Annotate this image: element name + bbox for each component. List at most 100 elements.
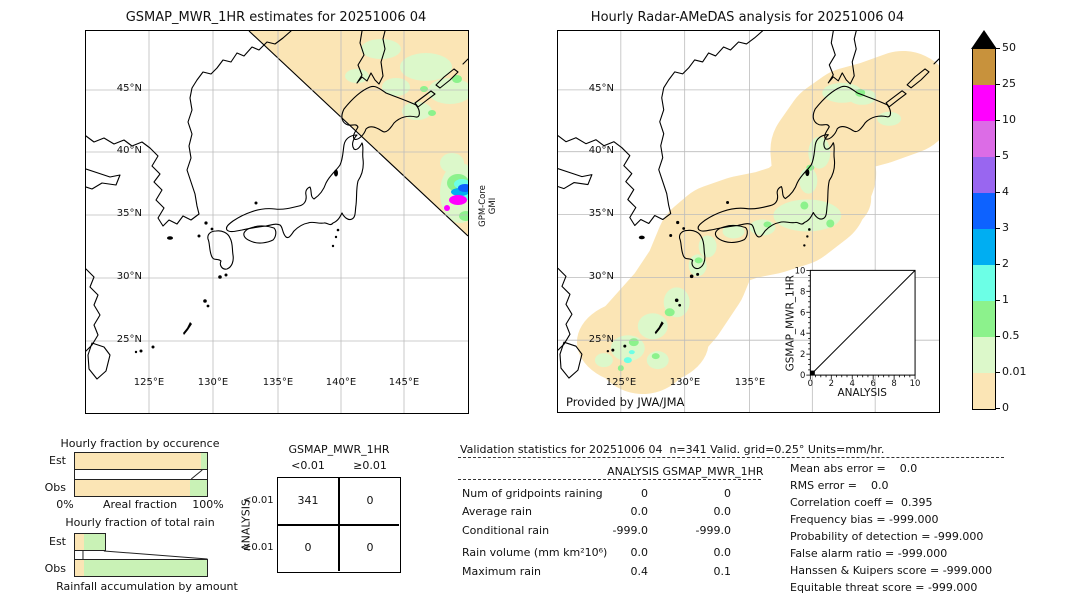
stat-rms-error: RMS error = 0.0 bbox=[790, 479, 889, 492]
inset-identity-line bbox=[809, 270, 916, 376]
contingency-cell-00: 341 bbox=[297, 494, 319, 507]
stat-correlation: Correlation coeff = 0.395 bbox=[790, 496, 933, 509]
right-lon-label-125e: 125°E bbox=[605, 377, 637, 388]
occurrence-axis-max: 100% bbox=[192, 498, 224, 511]
radar-map-svg: 00 2 2 4 4 6 6 8 8 10 10 ANALYSIS GSMAP_MWR_1HR bbox=[558, 31, 939, 412]
colorbar-label: 1 bbox=[1002, 293, 1009, 306]
right-lon-label-130e: 130°E bbox=[669, 377, 701, 388]
contingency-cell-11: 0 bbox=[366, 541, 374, 554]
left-lat-label-45n: 45°N bbox=[116, 83, 142, 94]
inset-x-tick-label: 8 bbox=[891, 378, 896, 388]
validation-row-gsmap: 0.0 bbox=[713, 546, 732, 559]
stat-frequency-bias: Frequency bias = -999.000 bbox=[790, 513, 939, 526]
colorbar-label: 25 bbox=[1002, 77, 1016, 90]
inset-xlabel: ANALYSIS bbox=[838, 387, 888, 399]
colorbar-label: 4 bbox=[1002, 185, 1009, 198]
stat-pod: Probability of detection = -999.000 bbox=[790, 530, 984, 543]
radar-heavier-rain-dots bbox=[623, 350, 635, 364]
left-map-gridlines bbox=[86, 31, 468, 413]
gpm-core-label: GPM-Core bbox=[478, 185, 488, 227]
credit-text: Provided by JWA/JMA bbox=[566, 395, 685, 409]
gsmap-map-svg bbox=[86, 31, 468, 413]
validation-row-analysis: 0.0 bbox=[630, 546, 649, 559]
colorbar-segment bbox=[973, 373, 995, 409]
stat-hanssen-kuipers: Hanssen & Kuipers score = -999.000 bbox=[790, 564, 993, 577]
validation-row-gsmap: -999.0 bbox=[695, 524, 731, 537]
total-rain-est-high-segment bbox=[84, 534, 105, 550]
left-lon-label-135e: 135°E bbox=[262, 377, 294, 388]
inset-x-tick-label: 4 bbox=[850, 378, 855, 388]
occurrence-est-dry-segment bbox=[75, 453, 202, 469]
contingency-col-label-lt: <0.01 bbox=[291, 459, 325, 472]
total-rain-est-low-segment bbox=[75, 534, 84, 550]
occurrence-obs-label: Obs bbox=[44, 481, 66, 494]
stat-mean-abs-error: Mean abs error = 0.0 bbox=[790, 462, 918, 475]
colorbar-segment bbox=[973, 265, 995, 301]
right-lat-label-35n: 35°N bbox=[588, 208, 614, 219]
contingency-row-label-lt: <0.01 bbox=[243, 495, 274, 506]
inset-x-tick-label: 2 bbox=[829, 378, 834, 388]
validation-row-analysis: 0 bbox=[641, 487, 648, 500]
inset-ticks bbox=[806, 269, 916, 380]
validation-divider-header bbox=[458, 479, 761, 480]
total-rain-obs-low-segment bbox=[75, 560, 84, 576]
colorbar-label: 2 bbox=[1002, 257, 1009, 270]
occurrence-axis-min: 0% bbox=[56, 498, 74, 511]
right-lat-label-25n: 25°N bbox=[588, 334, 614, 345]
inset-x-tick-label: 10 bbox=[910, 378, 921, 388]
colorbar-segment bbox=[973, 193, 995, 229]
inset-y-tick-label: 2 bbox=[800, 349, 805, 359]
validation-row-analysis: 0.4 bbox=[630, 565, 649, 578]
right-lon-label-135e: 135°E bbox=[734, 377, 766, 388]
scatter-inset: 00 2 2 4 4 6 6 8 8 10 10 ANALYSIS GSMAP_MWR_1HR bbox=[784, 265, 920, 399]
colorbar-tick bbox=[996, 228, 1000, 229]
validation-row-label: Average rain bbox=[462, 505, 532, 518]
gsmap-rain-cell bbox=[440, 153, 468, 223]
contingency-hdivider bbox=[278, 524, 399, 526]
inset-y-tick-label: 10 bbox=[795, 265, 806, 275]
inset-y-tick-label: 4 bbox=[800, 328, 805, 338]
occurrence-title: Hourly fraction by occurence bbox=[60, 437, 220, 450]
colorbar-tick bbox=[996, 84, 1000, 85]
right-lat-label-45n: 45°N bbox=[588, 83, 614, 94]
validation-row-label: Num of gridpoints raining bbox=[462, 487, 603, 500]
right-lat-label-30n: 30°N bbox=[588, 271, 614, 282]
gsmap-estimates-map: 45°N 40°N 35°N 30°N 25°N 125°E 130°E 135… bbox=[85, 30, 469, 414]
gsmap-light-rain-patches bbox=[345, 39, 468, 120]
inset-origin-points bbox=[810, 370, 815, 376]
validation-row-label: Rain volume (mm km²10⁶) bbox=[462, 546, 608, 559]
colorbar-overflow-arrow bbox=[971, 30, 997, 49]
total-rain-obs-high-segment bbox=[83, 560, 207, 576]
gmi-label: GMI bbox=[488, 197, 498, 215]
right-map-title: Hourly Radar-AMeDAS analysis for 2025100… bbox=[590, 10, 905, 25]
contingency-cell-10: 0 bbox=[304, 541, 312, 554]
left-lon-label-125e: 125°E bbox=[133, 377, 165, 388]
colorbar-segment bbox=[973, 85, 995, 121]
total-rain-caption: Rainfall accumulation by amount bbox=[56, 580, 238, 593]
colorbar-tick bbox=[996, 300, 1000, 301]
colorbar-tick bbox=[996, 156, 1000, 157]
bar-connector-line bbox=[103, 550, 208, 560]
left-lat-label-25n: 25°N bbox=[116, 334, 142, 345]
validation-row-label: Maximum rain bbox=[462, 565, 541, 578]
left-lat-label-30n: 30°N bbox=[116, 271, 142, 282]
validation-row-label: Conditional rain bbox=[462, 524, 550, 537]
colorbar-segment bbox=[973, 121, 995, 157]
swath-edge-line bbox=[248, 31, 468, 237]
inset-y-tick-label: 0 bbox=[800, 370, 805, 380]
occurrence-est-rain-segment bbox=[201, 453, 207, 469]
left-lat-label-40n: 40°N bbox=[116, 145, 142, 156]
stat-equitable-threat: Equitable threat score = -999.000 bbox=[790, 581, 978, 594]
bar-connector-line bbox=[190, 469, 203, 480]
validation-row-gsmap: 0.1 bbox=[713, 565, 732, 578]
validation-title: Validation statistics for 20251006 04 n=… bbox=[460, 443, 885, 456]
total-rain-obs-bar bbox=[74, 559, 208, 577]
gsmap-moderate-rain-dots bbox=[420, 75, 462, 116]
left-lon-label-145e: 145°E bbox=[388, 377, 420, 388]
colorbar-tick bbox=[996, 264, 1000, 265]
total-rain-title: Hourly fraction of total rain bbox=[65, 516, 215, 529]
occurrence-est-bar bbox=[74, 452, 208, 470]
colorbar-segments bbox=[973, 49, 995, 409]
colorbar-label: 0.5 bbox=[1002, 329, 1020, 342]
